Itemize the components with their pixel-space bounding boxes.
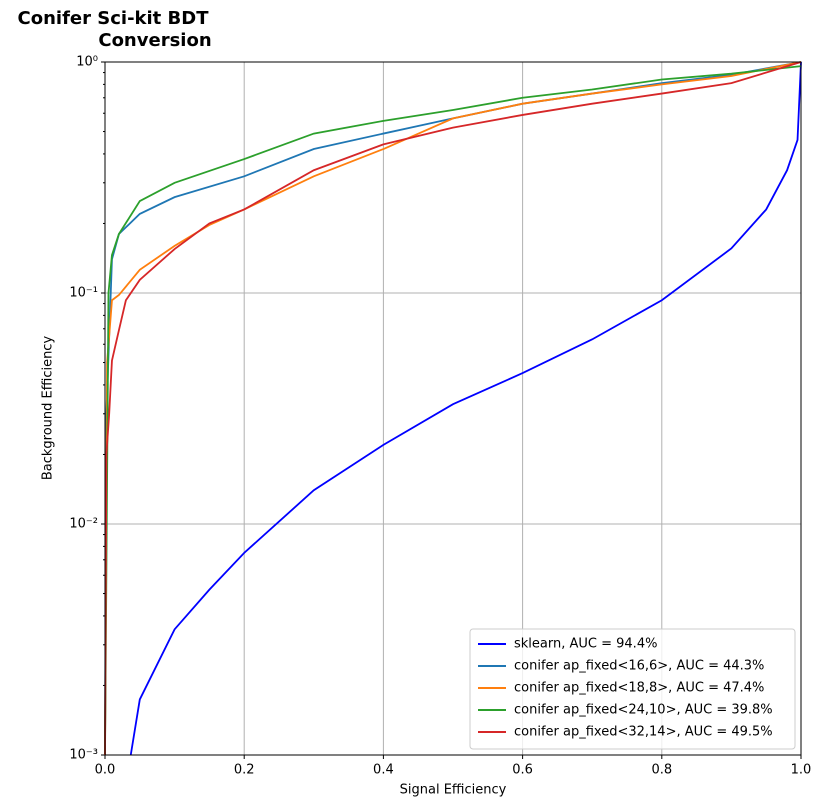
x-tick-label: 0.8 [651,763,672,778]
legend-label: conifer ap_fixed<18,8>, AUC = 47.4% [514,681,764,696]
line-series [129,61,802,756]
legend-box [469,628,796,750]
line-series [104,61,802,756]
y-axis-label: Background Efficiency [41,336,56,481]
chart-title: Conifer Sci-kit BDT [18,8,210,29]
x-axis-label: Signal Efficiency [400,783,507,798]
line-series [104,61,802,756]
x-tick-label: 0.6 [512,763,533,778]
chart-title: Conversion [98,30,211,51]
x-tick-label: 0.2 [234,763,255,778]
plot-frame [104,61,802,756]
x-tick-label: 1.0 [791,763,812,778]
y-tick-label: 10⁻² [69,517,98,532]
legend-label: conifer ap_fixed<24,10>, AUC = 39.8% [514,703,773,718]
x-tick-label: 0.0 [95,763,116,778]
x-tick-label: 0.4 [373,763,394,778]
legend-label: sklearn, AUC = 94.4% [514,637,657,652]
y-tick-label: 10⁻¹ [69,286,98,301]
y-tick-label: 10⁻³ [69,748,98,763]
y-tick-label: 10⁰ [76,55,98,70]
line-series [104,65,802,756]
legend-label: conifer ap_fixed<32,14>, AUC = 49.5% [514,725,773,740]
legend-label: conifer ap_fixed<16,6>, AUC = 44.3% [514,659,764,674]
